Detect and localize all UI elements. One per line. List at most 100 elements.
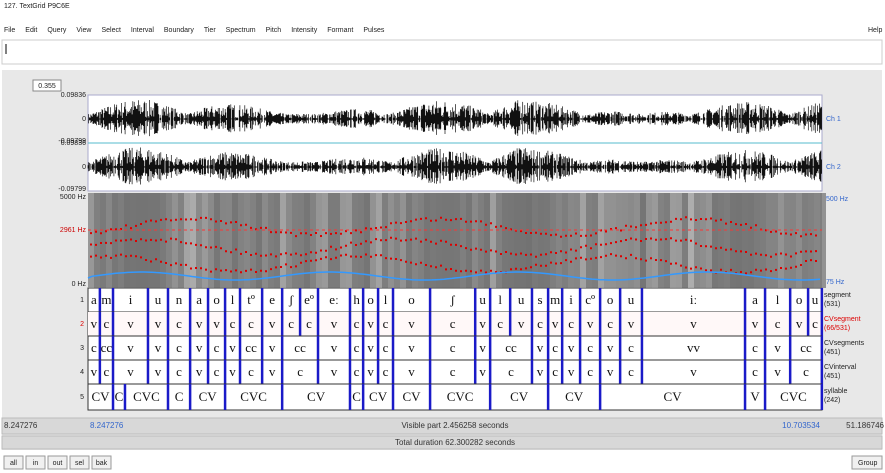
interval-label[interactable]: v: [127, 316, 134, 331]
interval-label[interactable]: cc: [505, 340, 517, 355]
interval-label[interactable]: o: [796, 292, 803, 307]
tier-number[interactable]: 5: [80, 394, 84, 401]
interval-label[interactable]: CV: [510, 389, 529, 404]
interval-label[interactable]: v: [196, 316, 203, 331]
interval-label[interactable]: c: [537, 316, 543, 331]
interval-label[interactable]: v: [690, 316, 697, 331]
tier-number[interactable]: 1: [80, 297, 84, 304]
interval-label[interactable]: i: [569, 292, 573, 307]
interval-label[interactable]: s: [538, 292, 543, 307]
interval-label[interactable]: eº: [304, 292, 314, 307]
interval-label[interactable]: c: [383, 340, 389, 355]
menu-item[interactable]: Formant: [327, 27, 353, 34]
interval-label[interactable]: v: [607, 364, 614, 379]
menu-help[interactable]: Help: [868, 27, 883, 34]
interval-label[interactable]: l: [498, 292, 502, 307]
menu-item[interactable]: View: [76, 27, 92, 34]
interval-label[interactable]: v: [91, 316, 98, 331]
interval-label[interactable]: v: [568, 340, 575, 355]
interval-label[interactable]: cc: [101, 340, 113, 355]
tier-name[interactable]: CVinterval: [824, 364, 857, 371]
interval-label[interactable]: cc: [294, 340, 306, 355]
interval-label[interactable]: CV: [403, 389, 422, 404]
interval-label[interactable]: c: [354, 316, 360, 331]
interval-label[interactable]: a: [91, 292, 97, 307]
menu-item[interactable]: Pulses: [363, 27, 385, 34]
interval-label[interactable]: u: [155, 292, 162, 307]
interval-label[interactable]: vv: [687, 340, 701, 355]
menu-item[interactable]: Interval: [131, 27, 154, 34]
interval-label[interactable]: c: [383, 316, 389, 331]
interval-label[interactable]: c: [752, 364, 758, 379]
menu-item[interactable]: File: [4, 27, 15, 34]
interval-label[interactable]: v: [367, 364, 374, 379]
interval-label[interactable]: v: [269, 316, 276, 331]
interval-label[interactable]: c: [176, 340, 182, 355]
interval-label[interactable]: c: [497, 316, 503, 331]
interval-label[interactable]: v: [155, 340, 162, 355]
interval-label[interactable]: o: [213, 292, 220, 307]
interval-label[interactable]: c: [752, 340, 758, 355]
interval-label[interactable]: u: [812, 292, 819, 307]
menu-item[interactable]: Edit: [25, 27, 37, 34]
interval-label[interactable]: v: [155, 316, 162, 331]
tier-number[interactable]: 4: [80, 369, 84, 376]
interval-label[interactable]: CVC: [780, 389, 807, 404]
interval-label[interactable]: V: [750, 389, 760, 404]
interval-label[interactable]: C: [352, 389, 361, 404]
interval-label[interactable]: C: [115, 389, 124, 404]
interval-label[interactable]: v: [628, 316, 635, 331]
interval-label[interactable]: eː: [329, 292, 338, 307]
interval-label[interactable]: CV: [565, 389, 584, 404]
interval-label[interactable]: c: [176, 316, 182, 331]
interval-label[interactable]: c: [354, 340, 360, 355]
interval-label[interactable]: v: [155, 364, 162, 379]
interval-label[interactable]: o: [408, 292, 415, 307]
interval-label[interactable]: v: [607, 340, 614, 355]
interval-label[interactable]: l: [776, 292, 780, 307]
interval-label[interactable]: v: [269, 364, 276, 379]
interval-label[interactable]: CV: [369, 389, 388, 404]
interval-label[interactable]: h: [353, 292, 360, 307]
menu-item[interactable]: Boundary: [164, 27, 194, 34]
menu-item[interactable]: Spectrum: [226, 27, 256, 34]
interval-label[interactable]: CV: [91, 389, 110, 404]
interval-label[interactable]: c: [450, 316, 456, 331]
interval-label[interactable]: v: [229, 364, 236, 379]
interval-label[interactable]: c: [775, 316, 781, 331]
interval-label[interactable]: C: [175, 389, 184, 404]
interval-label[interactable]: o: [367, 292, 374, 307]
interval-label[interactable]: ʃ: [449, 292, 455, 307]
interval-label[interactable]: CVC: [447, 389, 474, 404]
interval-label[interactable]: c: [91, 340, 97, 355]
interval-label[interactable]: v: [331, 316, 338, 331]
interval-label[interactable]: l: [231, 292, 235, 307]
interval-label[interactable]: c: [568, 316, 574, 331]
interval-label[interactable]: c: [297, 364, 303, 379]
interval-label[interactable]: c: [230, 316, 236, 331]
interval-label[interactable]: v: [408, 364, 415, 379]
interval-label[interactable]: m: [550, 292, 560, 307]
interval-label[interactable]: c: [552, 340, 558, 355]
interval-label[interactable]: c: [450, 364, 456, 379]
text-field[interactable]: [2, 40, 882, 64]
interval-label[interactable]: tº: [247, 292, 255, 307]
interval-label[interactable]: c: [288, 316, 294, 331]
menu-item[interactable]: Select: [101, 27, 121, 34]
interval-label[interactable]: v: [752, 316, 759, 331]
menu-item[interactable]: Query: [47, 27, 67, 34]
interval-label[interactable]: c: [306, 316, 312, 331]
interval-label[interactable]: v: [331, 364, 338, 379]
interval-label[interactable]: v: [408, 340, 415, 355]
interval-label[interactable]: a: [196, 292, 202, 307]
interval-label[interactable]: CVC: [133, 389, 160, 404]
interval-label[interactable]: c: [552, 364, 558, 379]
interval-label[interactable]: v: [479, 340, 486, 355]
interval-label[interactable]: ʃ: [288, 292, 294, 307]
tier-name[interactable]: CVsegment: [824, 316, 861, 323]
interval-label[interactable]: v: [774, 340, 781, 355]
menu-item[interactable]: Intensity: [291, 27, 318, 34]
interval-label[interactable]: o: [607, 292, 614, 307]
menu-item[interactable]: Tier: [204, 27, 216, 34]
interval-label[interactable]: v: [479, 364, 486, 379]
